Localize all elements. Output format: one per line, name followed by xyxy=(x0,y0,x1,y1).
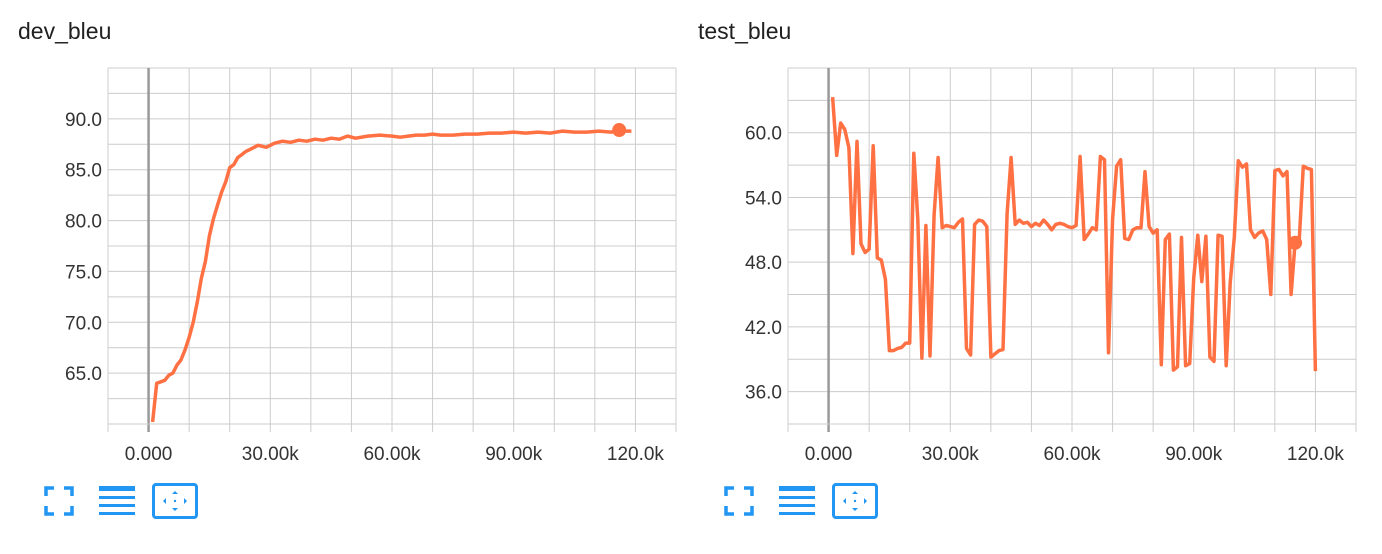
chart-title: test_bleu xyxy=(698,18,792,44)
series-line[interactable] xyxy=(150,129,632,423)
chart-toolbar xyxy=(716,483,890,519)
highlight-point[interactable] xyxy=(1288,235,1303,250)
fit-domain-icon xyxy=(163,491,187,511)
fullscreen-button[interactable] xyxy=(716,483,762,519)
x-tick-label: 60.00k xyxy=(1043,444,1101,465)
x-tick-label: 0.000 xyxy=(125,444,173,465)
y-tick-label: 54.0 xyxy=(745,188,782,209)
x-tick-label: 0.000 xyxy=(805,444,853,465)
series-line[interactable] xyxy=(830,96,1318,372)
data-lines-icon xyxy=(779,486,815,515)
data-lines-icon xyxy=(99,486,135,515)
fit-domain-button[interactable] xyxy=(832,483,878,519)
chart-svg[interactable]: 65.0 70.0 75.0 80.0 85.0 90.0 0.000 30.00k 60.00… xyxy=(0,0,680,480)
x-tick-label: 120.0k xyxy=(607,444,665,465)
chart-card-dev-bleu: dev_bleu 65.0 70.0 75.0 80.0 85.0 90.0 0.000 30… xyxy=(0,0,680,554)
y-tick-label: 48.0 xyxy=(745,253,782,274)
y-tick-label: 80.0 xyxy=(65,212,102,233)
y-tick-label: 36.0 xyxy=(745,383,782,404)
highlight-point[interactable] xyxy=(612,123,627,138)
y-tick-label: 42.0 xyxy=(745,318,782,339)
chart-title: dev_bleu xyxy=(18,18,112,44)
y-tick-label: 90.0 xyxy=(65,110,102,131)
toggle-data-button[interactable] xyxy=(774,483,820,519)
x-tick-label: 120.0k xyxy=(1287,444,1345,465)
y-tick-label: 70.0 xyxy=(65,313,102,334)
x-tick-label: 30.00k xyxy=(922,444,980,465)
fullscreen-icon xyxy=(724,486,754,516)
y-tick-label: 75.0 xyxy=(65,262,102,283)
x-tick-label: 90.00k xyxy=(485,444,543,465)
toggle-data-button[interactable] xyxy=(94,483,140,519)
y-tick-label: 60.0 xyxy=(745,124,782,145)
fit-domain-button[interactable] xyxy=(152,483,198,519)
y-tick-label: 65.0 xyxy=(65,364,102,385)
x-tick-label: 30.00k xyxy=(242,444,300,465)
x-tick-label: 90.00k xyxy=(1165,444,1223,465)
x-tick-label: 60.00k xyxy=(363,444,421,465)
y-tick-label: 85.0 xyxy=(65,161,102,182)
fullscreen-icon xyxy=(44,486,74,516)
fit-domain-icon xyxy=(843,491,867,511)
chart-svg[interactable]: 36.0 42.0 48.0 54.0 60.0 0.000 30.00k 60.00k 90.… xyxy=(680,0,1360,480)
chart-toolbar xyxy=(36,483,210,519)
fullscreen-button[interactable] xyxy=(36,483,82,519)
chart-card-test-bleu: test_bleu 36.0 42.0 48.0 54.0 60.0 0.000 30.00… xyxy=(680,0,1360,554)
